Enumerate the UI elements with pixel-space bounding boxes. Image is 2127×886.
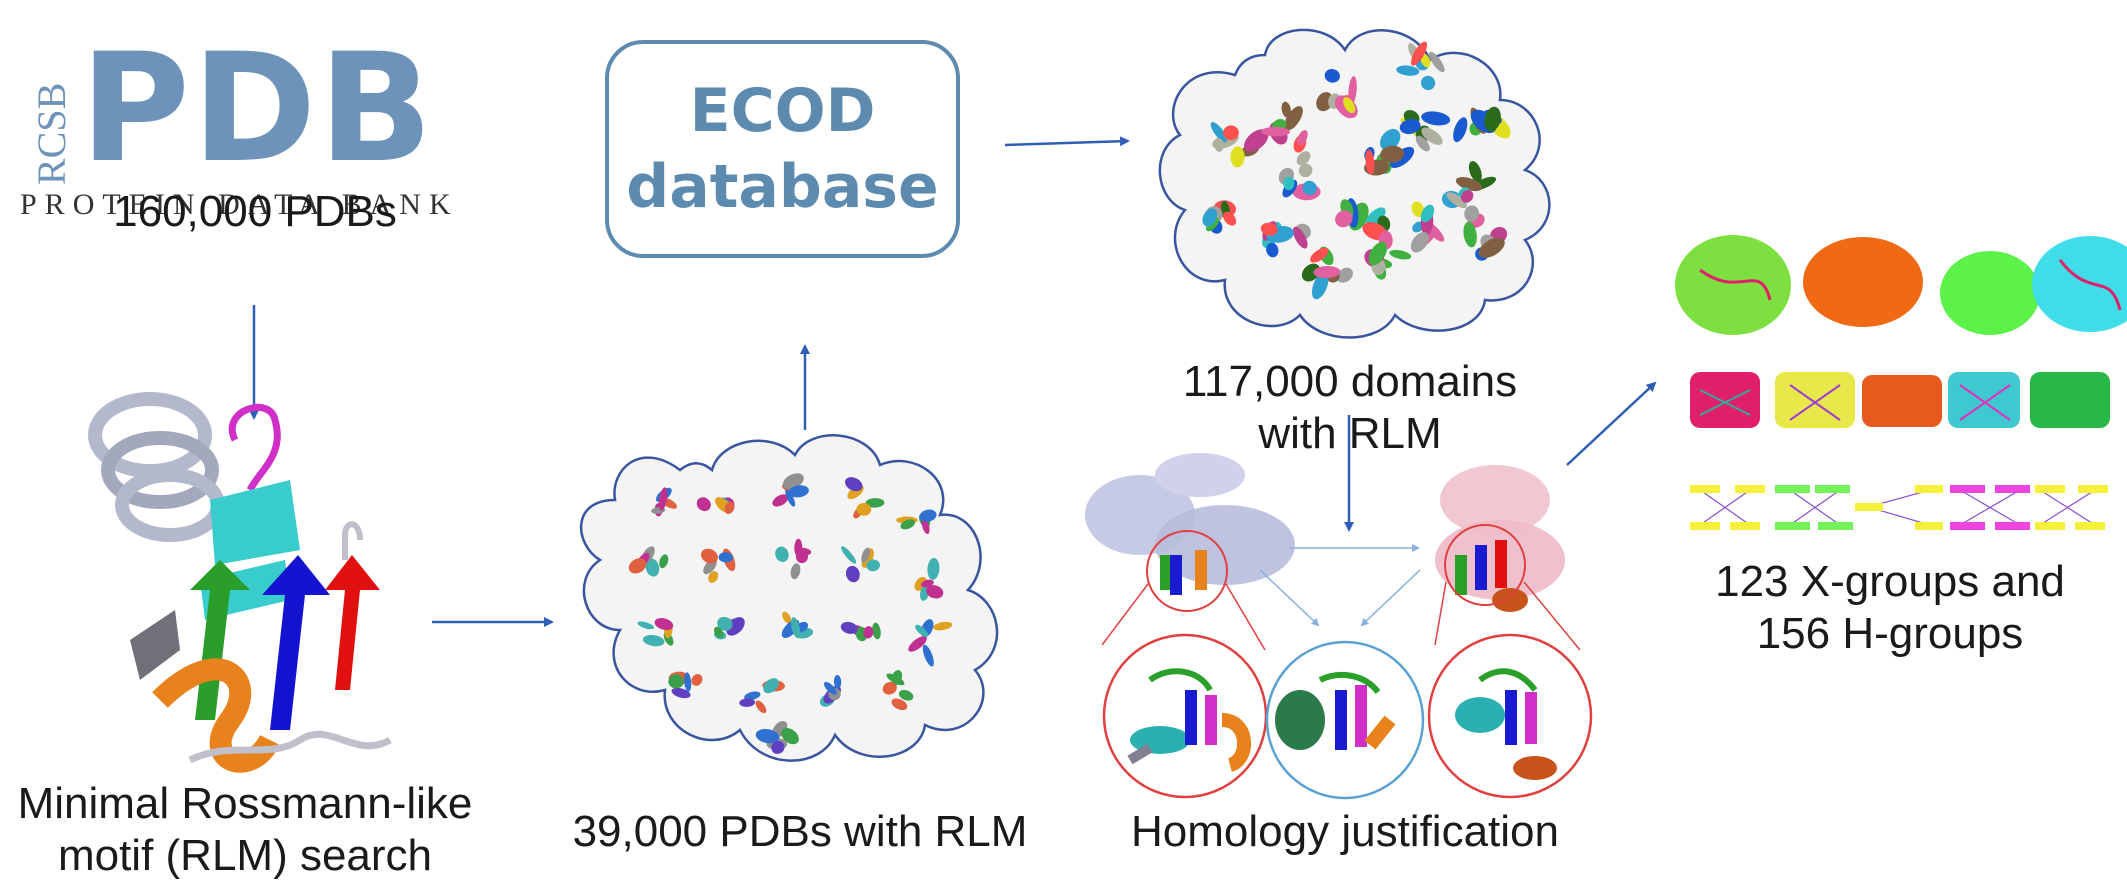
- network-row-3: [1690, 485, 2108, 530]
- label-rlm-search: Minimal Rossmann-like motif (RLM) search: [17, 779, 473, 880]
- network-row-2: [1690, 372, 2110, 428]
- label-domains: 117,000 domains with RLM: [1182, 357, 1518, 458]
- zoom-left: [1127, 668, 1251, 772]
- zoom-right: [1455, 668, 1557, 780]
- label-pdb-count: 160,000 PDBs: [113, 187, 397, 236]
- right-structure: [1435, 465, 1565, 612]
- cloud-domains: [1158, 28, 1551, 339]
- label-homology: Homology justification: [1131, 807, 1559, 856]
- ecod-line2: database: [626, 152, 939, 222]
- label-groups: 123 X-groups and 156 H-groups: [1715, 557, 2065, 658]
- zoom-mid: [1275, 671, 1396, 750]
- homology-structures: [1085, 453, 1593, 800]
- ecod-database-box: ECOD database: [605, 40, 960, 258]
- label-pdbs-rlm: 39,000 PDBs with RLM: [572, 807, 1028, 856]
- rlm-structure: [88, 392, 392, 773]
- cloud-pdbs-blobs: [628, 473, 953, 754]
- rcsb-label: RCSB: [29, 82, 74, 185]
- logo-subtitle: PROTEIN DATA BANK: [20, 188, 459, 221]
- network-groups: [1675, 235, 2127, 530]
- arrow-ecod-to-domains: [1004, 136, 1130, 147]
- arrow-homology-to-groups: [1566, 381, 1657, 466]
- cloud-domains-blobs: [1202, 41, 1511, 300]
- pdb-wordmark: PDB: [80, 22, 435, 196]
- left-structure: [1085, 453, 1295, 595]
- ecod-line1: ECOD: [689, 76, 876, 146]
- network-row-1: [1675, 235, 2127, 335]
- rcsb-pdb-logo: RCSB PDB PROTEIN DATA BANK: [18, 22, 488, 221]
